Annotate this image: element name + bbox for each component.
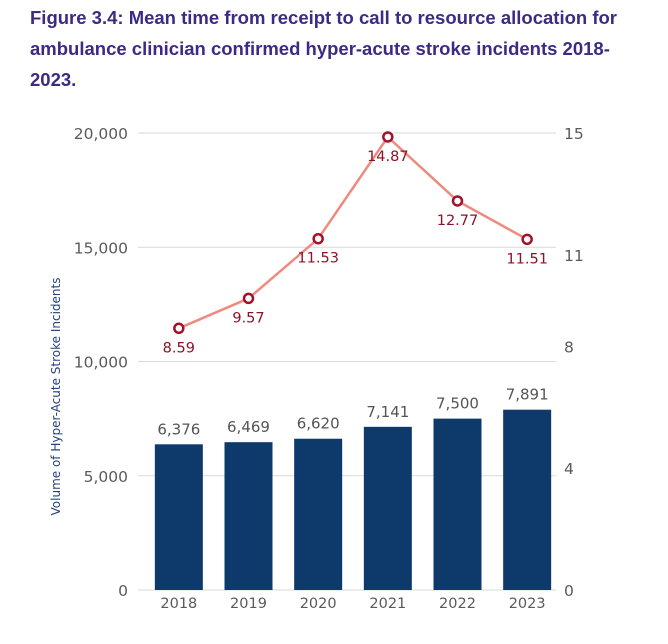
line-point	[451, 195, 464, 207]
line-value-label: 12.77	[437, 213, 479, 229]
left-tick-label: 0	[118, 582, 128, 600]
bar-series: 6,376 6,469 6,620 7,141 7,500 7,891	[154, 386, 552, 590]
left-tick-label: 5,000	[84, 468, 128, 486]
line-path	[178, 135, 528, 330]
bar	[363, 426, 412, 590]
line-point	[173, 322, 185, 335]
left-tick-label: 10,000	[74, 354, 128, 372]
bar	[433, 418, 482, 590]
line-value-label: 9.57	[232, 310, 264, 326]
axis-labels: 0 5,000 10,000 15,000 20,000 0 4 8 11 15 Volume of…	[49, 125, 584, 612]
bar-value-label: 7,500	[436, 395, 479, 413]
right-tick-label: 4	[564, 460, 574, 478]
bar	[503, 409, 552, 590]
bar-value-label: 6,469	[227, 418, 270, 436]
right-tick-label: 11	[564, 247, 584, 265]
line-value-label: 11.53	[297, 251, 339, 267]
bar-value-label: 7,141	[366, 403, 409, 421]
figure-caption: Figure 3.4: Mean time from receipt to ca…	[30, 7, 617, 90]
x-tick-label: 2022	[439, 596, 476, 612]
x-tick-label: 2020	[300, 596, 337, 612]
bar	[154, 444, 203, 590]
line-point	[382, 131, 394, 143]
gridlines	[138, 132, 556, 591]
bar-value-label: 7,891	[506, 386, 549, 404]
left-axis-title: Volume of Hyper-Acute Stroke Incidents	[49, 278, 63, 516]
x-tick-label: 2018	[160, 596, 197, 612]
right-tick-label: 8	[564, 338, 574, 356]
right-tick-label: 15	[564, 125, 584, 143]
line-value-label: 11.51	[506, 251, 548, 267]
left-tick-label: 15,000	[74, 239, 128, 257]
bar	[224, 442, 273, 590]
right-tick-label: 0	[564, 582, 574, 600]
line-value-label: 8.59	[163, 340, 195, 356]
line-value-label: 14.87	[367, 149, 409, 165]
x-tick-label: 2019	[230, 596, 267, 612]
line-point	[312, 232, 324, 245]
x-tick-label: 2023	[509, 596, 546, 612]
x-tick-label: 2021	[369, 596, 406, 612]
bar-value-label: 6,620	[297, 415, 340, 433]
line-point	[242, 292, 255, 305]
line-point	[521, 233, 533, 246]
bar-value-label: 6,376	[157, 420, 200, 438]
bar	[294, 438, 343, 590]
line-series: 8.59 9.57 11.53 14.87 12.77 11.51	[163, 131, 548, 356]
left-tick-label: 20,000	[74, 125, 128, 143]
